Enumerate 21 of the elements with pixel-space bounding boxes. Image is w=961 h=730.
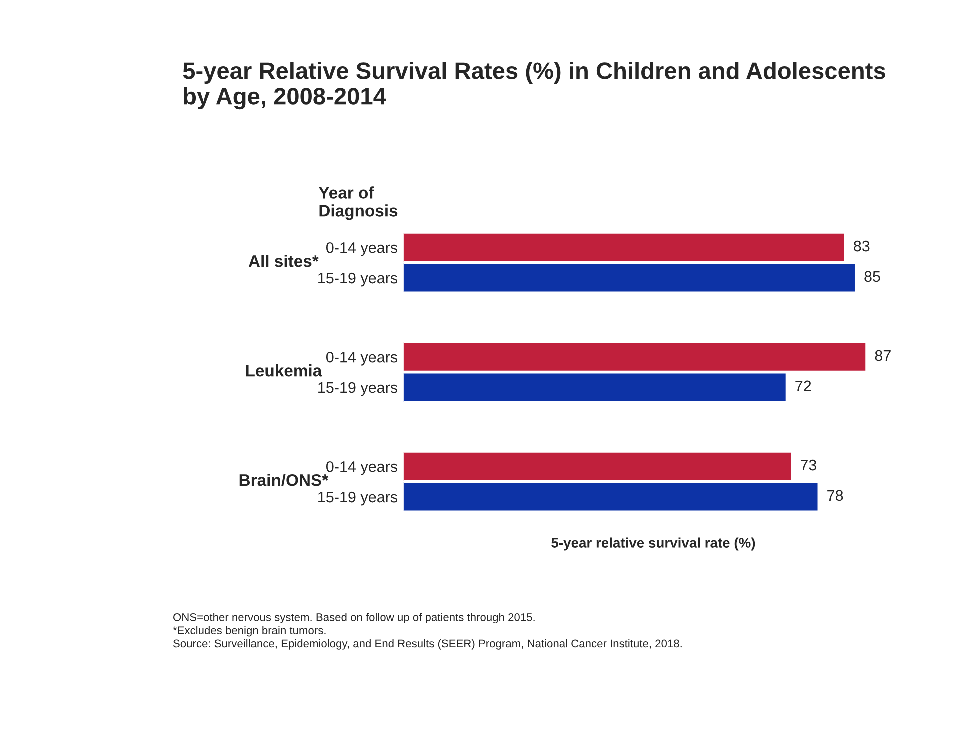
y-tick-label: Leukemia bbox=[246, 364, 322, 377]
text: 0-14 years bbox=[326, 352, 398, 366]
text: ONS=other nervous system. Based on follow up of patients through 2015. bbox=[174, 613, 535, 624]
text: 0-14 years bbox=[326, 461, 398, 476]
data-label: 73 bbox=[800, 460, 817, 471]
series-label: 0-14 years bbox=[326, 242, 398, 256]
data-label: 85 bbox=[864, 271, 880, 282]
chart-title: 5-year Relative Survival Rates (%) in Children and Adolescents by Age, 2008-2014 bbox=[183, 62, 886, 110]
text: 15-19 years bbox=[318, 382, 398, 396]
y-tick-label: All sites* bbox=[248, 255, 319, 268]
data-label: 83 bbox=[854, 240, 870, 252]
x-axis-title: 5-year relative survival rate (%) bbox=[552, 538, 756, 551]
source-note: Source: Surveillance, Epidemiology, and End Results (SEER) Program, National Cancer Institute, 2018. bbox=[173, 639, 682, 650]
y-tick-label: Brain/ONS* bbox=[240, 474, 329, 486]
data-label: 87 bbox=[875, 350, 891, 362]
legend-title: Year of Diagnosis bbox=[318, 186, 398, 220]
text: *Excludes benign brain tumors. bbox=[173, 626, 326, 637]
data-label: 78 bbox=[828, 490, 844, 502]
series-label: 15-19 years bbox=[318, 272, 398, 287]
data-label: 72 bbox=[796, 380, 812, 392]
text: 15-19 years bbox=[318, 492, 398, 506]
